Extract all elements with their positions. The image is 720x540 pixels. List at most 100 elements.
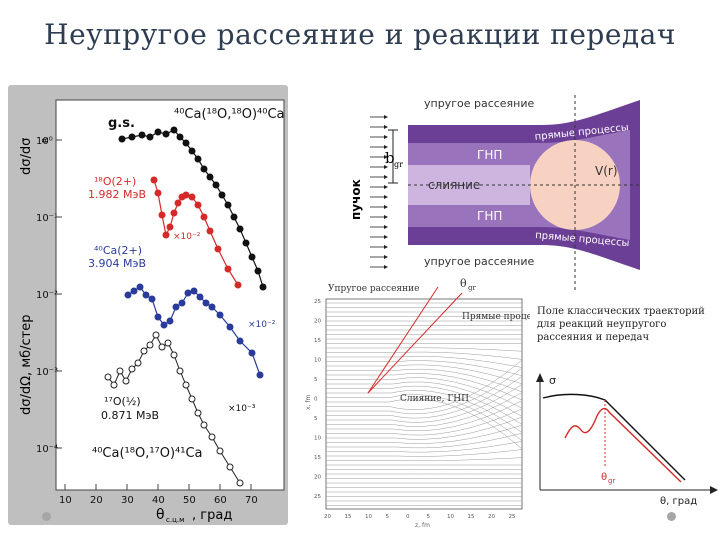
o17-point xyxy=(200,421,208,429)
trajectory-x-tick: 5 xyxy=(427,514,431,520)
beam-arrowhead xyxy=(384,215,388,219)
x-tick-label: 40 xyxy=(152,495,165,506)
slide-title: Неупругое рассеяние и реакции передач xyxy=(44,18,676,51)
beam-arrowhead xyxy=(384,135,388,139)
trajectory-y-tick: 0 xyxy=(314,397,318,403)
o17-point xyxy=(236,479,244,487)
label-ca40-state: ⁴⁰Ca(2+) xyxy=(94,244,142,257)
trajectory-x-ticks: 20 15 10 5 0 5 10 15 20 25 xyxy=(324,514,516,520)
series-gs-points xyxy=(118,126,267,291)
beam-arrowhead xyxy=(384,255,388,259)
label-scale-black: ×10⁻³ xyxy=(228,404,256,414)
xlabel-sub: с.ц.м xyxy=(166,516,184,524)
angular-distribution-plot: dσ/dσ R dσ/dΩ, мб/стер 10⁰10⁻¹10⁻²10⁻³10… xyxy=(19,99,285,524)
angular-distribution-figure: dσ/dσ R dσ/dΩ, мб/стер 10⁰ 10⁻¹ 10⁻² 10⁻³ 10… xyxy=(8,85,288,525)
beam-label: пучок xyxy=(349,179,363,220)
o17-point xyxy=(146,341,154,349)
gs-point xyxy=(254,267,262,275)
cs-elastic-curve xyxy=(542,393,686,481)
potential-label: V(r) xyxy=(595,164,618,178)
cross-section-svg: σ θ, град θ gr xyxy=(536,373,718,507)
gs-point xyxy=(212,181,220,189)
fusion-label: слияние xyxy=(428,178,480,192)
label-ca40-energy: 3.904 МэВ xyxy=(88,257,146,270)
plot-frame xyxy=(55,99,285,491)
o17-point xyxy=(188,395,196,403)
y-tick-label: 10⁻² xyxy=(36,290,58,301)
trajectory xyxy=(326,392,523,427)
trajectory-x-tick: 15 xyxy=(345,514,352,520)
x-tick-label: 10 xyxy=(59,495,72,506)
beam-arrowhead xyxy=(384,225,388,229)
gs-point xyxy=(146,133,154,141)
trajectory-schematic: пучок b gr упругое рассеяние упругое рас… xyxy=(340,95,640,290)
trajectory xyxy=(326,432,523,449)
trajectory xyxy=(326,408,523,436)
gs-point xyxy=(118,135,126,143)
trajectory-x-tick: 10 xyxy=(365,514,372,520)
trajectory-y-ticks: 25 20 15 10 5 0 5 10 15 20 25 xyxy=(314,299,321,500)
trajectory-y-tick: 5 xyxy=(314,416,318,422)
ca40-point xyxy=(142,291,150,299)
gs-point xyxy=(218,191,226,199)
gs-point xyxy=(182,139,190,147)
cross-section-sketch: σ θ, град θ gr xyxy=(535,370,720,510)
y-tick-label: 10⁻⁴ xyxy=(36,444,58,455)
gs-point xyxy=(242,239,250,247)
beam-arrowhead xyxy=(384,195,388,199)
o17-point xyxy=(128,365,136,373)
trajectory-x-tick: 15 xyxy=(468,514,475,520)
label-elastic: Упругое рассеяние xyxy=(328,284,419,294)
o17-point xyxy=(134,359,142,367)
trajectory xyxy=(326,376,523,419)
x-tick-label: 60 xyxy=(214,495,227,506)
x-tick-label: 50 xyxy=(183,495,196,506)
gs-point xyxy=(128,133,136,141)
trajectory-y-tick: 25 xyxy=(314,299,321,305)
xlabel-unit: , град xyxy=(192,508,232,523)
ca40-point xyxy=(208,303,216,311)
o17-point xyxy=(110,381,118,389)
gs-point xyxy=(162,130,170,138)
gs-point xyxy=(230,213,238,221)
ca40-point xyxy=(190,287,198,295)
o17-point xyxy=(216,447,224,455)
gs-point xyxy=(259,283,267,291)
ca40-point xyxy=(130,287,138,295)
ca40-point xyxy=(216,311,224,319)
o17-point xyxy=(116,367,124,375)
trajectory xyxy=(326,347,523,352)
trajectory xyxy=(326,390,523,433)
label-theta-sub: gr xyxy=(468,284,476,292)
o17-point xyxy=(176,367,184,375)
ylabel-top-sub: R xyxy=(41,137,50,143)
trajectory-y-tick: 15 xyxy=(314,338,321,344)
gs-point xyxy=(224,201,232,209)
ca40-point xyxy=(166,317,174,325)
beam-arrowhead xyxy=(384,125,388,129)
trajectory xyxy=(326,360,523,376)
schematic-svg: пучок b gr упругое рассеяние упругое рас… xyxy=(349,95,640,290)
trajectory-x-tick: 5 xyxy=(386,514,390,520)
ca40-point xyxy=(172,303,180,311)
cs-x-arrow xyxy=(710,486,718,494)
trajectory xyxy=(326,381,523,417)
o18-point xyxy=(194,201,202,209)
y-tick-label: 10⁰ xyxy=(36,136,53,147)
gs-point xyxy=(138,131,146,139)
beam-arrowhead xyxy=(384,155,388,159)
o17-point xyxy=(158,343,166,351)
ca40-point xyxy=(124,291,132,299)
ca40-point xyxy=(178,299,186,307)
ca40-point xyxy=(226,323,234,331)
trajectory-y-tick: 25 xyxy=(314,494,321,500)
trajectory-x-tick: 20 xyxy=(324,514,331,520)
o17-point xyxy=(140,347,148,355)
trajectory-x-tick: 20 xyxy=(488,514,495,520)
label-scale-blue: ×10⁻² xyxy=(248,320,276,330)
trajectory xyxy=(326,373,523,401)
label-o18-energy: 1.982 МэВ xyxy=(88,188,146,201)
series-o17-points xyxy=(104,331,244,487)
o18-point xyxy=(182,191,190,199)
trajectory xyxy=(326,449,523,457)
